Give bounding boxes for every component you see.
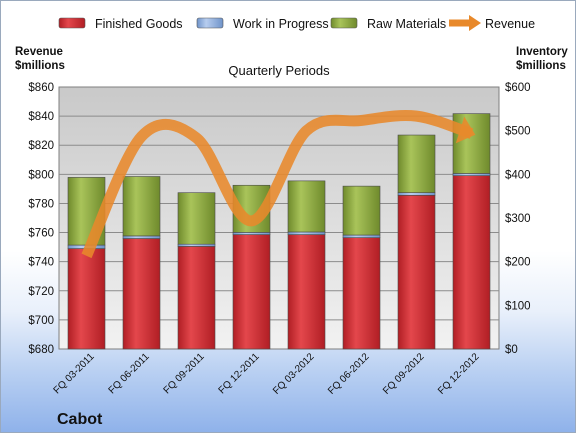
legend-swatch — [196, 17, 224, 29]
category-labels: FQ 03-2011 FQ 06-2011 FQ 09-2011 FQ 12-2011… — [52, 351, 482, 397]
category-label: FQ 12-2011 — [217, 351, 262, 396]
right-axis-ticks: $0 $100 $200 $300 $400 $500 $600 — [505, 82, 531, 356]
bar-work-in-progress — [287, 231, 326, 235]
left-axis-title: Revenue $millions — [15, 46, 65, 72]
bar-raw-materials — [287, 180, 326, 233]
category-label: FQ 03-2012 — [271, 351, 317, 397]
right-tick-label: $100 — [505, 300, 531, 312]
category-label: FQ 06-2011 — [107, 351, 152, 396]
bar-finished-goods — [232, 234, 271, 350]
category-label: FQ 12-2012 — [436, 351, 482, 397]
left-tick-label: $720 — [28, 286, 54, 298]
legend-label: Raw Materials — [367, 17, 446, 31]
category-label: FQ 09-2011 — [162, 351, 207, 396]
bar-finished-goods — [452, 175, 491, 350]
plot-title: Quarterly Periods — [228, 63, 330, 78]
left-tick-label: $700 — [28, 315, 54, 327]
bar-raw-materials — [452, 113, 491, 174]
bar-work-in-progress — [342, 234, 381, 238]
bar-raw-materials — [177, 192, 216, 245]
bar-raw-materials — [122, 176, 161, 237]
bar-finished-goods — [122, 238, 161, 350]
legend-item: Revenue — [449, 15, 535, 31]
legend-swatch — [330, 17, 358, 29]
company-name: Cabot — [57, 411, 103, 428]
right-axis-title: Inventory $millions — [516, 46, 568, 72]
legend-swatch-arrow — [469, 15, 481, 31]
bar-work-in-progress — [397, 192, 436, 196]
bar-work-in-progress — [177, 243, 216, 247]
category-label: FQ 03-2011 — [52, 351, 97, 396]
left-tick-label: $800 — [28, 169, 54, 181]
revenue-series-line — [81, 110, 474, 259]
right-tick-label: $0 — [505, 344, 518, 356]
bar-finished-goods — [342, 237, 381, 350]
bar-finished-goods — [287, 234, 326, 350]
left-tick-label: $740 — [28, 257, 54, 269]
bar-raw-materials — [397, 134, 436, 193]
left-tick-label: $780 — [28, 198, 54, 210]
left-tick-label: $680 — [28, 344, 54, 356]
bar-raw-materials — [342, 185, 381, 236]
legend-label: Revenue — [485, 17, 535, 31]
right-tick-label: $500 — [505, 126, 531, 138]
bar-work-in-progress — [122, 235, 161, 239]
legend-item: Raw Materials — [330, 17, 446, 31]
left-axis-ticks: $680 $700 $720 $740 $760 $780 $800 $820 $840 $860 — [28, 82, 54, 356]
revenue-arrowhead — [455, 116, 476, 144]
left-tick-label: $760 — [28, 228, 54, 240]
legend-label: Finished Goods — [95, 17, 183, 31]
legend-label: Work in Progress — [233, 17, 329, 31]
bar-finished-goods — [177, 246, 216, 350]
bar-finished-goods — [67, 248, 106, 350]
category-label: FQ 09-2012 — [381, 351, 427, 397]
revenue-line — [81, 110, 476, 259]
legend-item: Work in Progress — [196, 17, 329, 31]
legend-item: Finished Goods — [58, 17, 183, 31]
legend-swatch — [58, 17, 86, 29]
category-label: FQ 06-2012 — [326, 351, 372, 397]
bar-work-in-progress — [232, 232, 271, 235]
legend: Finished Goods Work in Progress Raw Materi… — [58, 15, 535, 31]
right-tick-label: $300 — [505, 213, 531, 225]
right-tick-label: $400 — [505, 169, 531, 181]
right-tick-label: $600 — [505, 82, 531, 94]
bar-work-in-progress — [452, 173, 491, 176]
left-tick-label: $860 — [28, 82, 54, 94]
left-tick-label: $820 — [28, 140, 54, 152]
right-tick-label: $200 — [505, 257, 531, 269]
left-tick-label: $840 — [28, 111, 54, 123]
bar-finished-goods — [397, 194, 436, 350]
